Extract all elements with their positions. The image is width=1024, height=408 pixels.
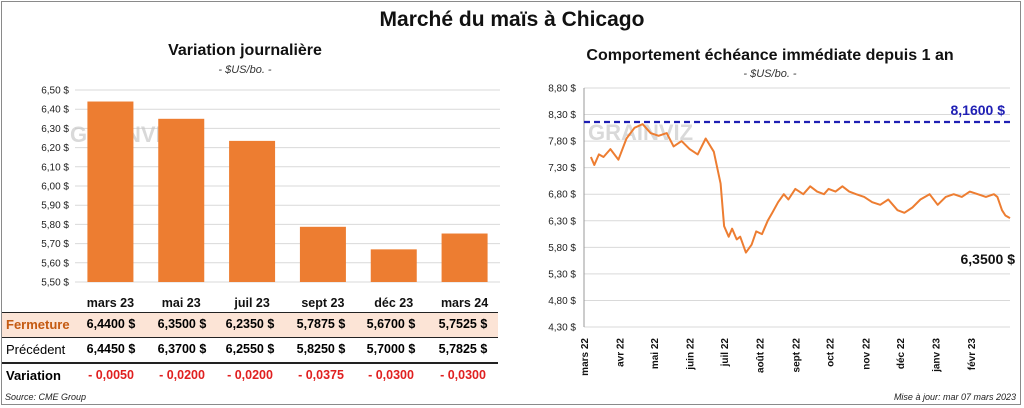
table-cell: 6,3700 $	[157, 342, 207, 356]
y-tick-label: 5,30 $	[548, 269, 576, 280]
table-cell: 5,7000 $	[366, 342, 416, 356]
table-row-label: Fermeture	[6, 317, 70, 332]
table-cell: 6,2350 $	[225, 317, 275, 331]
table-cell: 5,6700 $	[366, 317, 416, 331]
table-cell: - 0,0200	[159, 368, 205, 382]
table-row-precedent: Précédent 6,4450 $ 6,3700 $ 6,2550 $ 5,8250 …	[2, 338, 498, 364]
table-cell: 5,7875 $	[296, 317, 346, 331]
x-tick-label: oct 22	[826, 338, 837, 367]
x-tick-label: juil 23	[233, 296, 269, 310]
y-tick-label: 6,40 $	[41, 105, 69, 116]
y-tick-label: 5,90 $	[41, 201, 69, 212]
y-tick-label: 5,60 $	[41, 258, 69, 269]
y-tick-label: 5,50 $	[41, 278, 69, 289]
x-tick-label: mars 23	[87, 296, 134, 310]
update-note: Mise à jour: mar 07 mars 2023	[893, 392, 1016, 402]
table-cell: 5,8250 $	[296, 342, 346, 356]
y-tick-label: 6,10 $	[41, 162, 69, 173]
y-tick-label: 8,30 $	[548, 110, 576, 121]
x-tick-label: juin 22	[686, 338, 697, 371]
table-cell: 5,7825 $	[438, 342, 488, 356]
table-cell: - 0,0200	[227, 368, 273, 382]
y-tick-label: 6,20 $	[41, 143, 69, 154]
x-tick-label: déc 22	[896, 338, 907, 370]
x-tick-label: janv 23	[931, 338, 942, 373]
x-tick-label: avr 22	[616, 338, 627, 367]
x-tick-label: mai 22	[650, 338, 661, 370]
y-tick-label: 6,30 $	[548, 216, 576, 227]
table-row-fermeture: Fermeture 6,4400 $ 6,3500 $ 6,2350 $ 5,7875 …	[2, 312, 498, 338]
table-cell: - 0,0050	[88, 368, 134, 382]
y-tick-label: 5,80 $	[548, 243, 576, 254]
bar	[158, 118, 205, 282]
bar	[370, 249, 417, 282]
y-tick-label: 6,50 $	[41, 86, 69, 97]
x-tick-label: août 22	[756, 338, 767, 373]
main-title: Marché du maïs à Chicago	[379, 8, 645, 31]
table-cell: 6,4400 $	[86, 317, 136, 331]
y-tick-label: 7,80 $	[548, 137, 576, 148]
x-tick-label: nov 22	[861, 338, 872, 370]
x-tick-label: sept 22	[791, 338, 802, 373]
y-tick-label: 7,30 $	[548, 163, 576, 174]
y-tick-label: 4,80 $	[548, 296, 576, 307]
line-chart: 4,30 $ 4,80 $ 5,30 $ 5,80 $ 6,30 $ 6,80 $ 7,30…	[548, 84, 1016, 376]
price-line	[589, 123, 1011, 254]
x-tick-label: juil 22	[720, 338, 731, 368]
y-tick-label: 6,30 $	[41, 124, 69, 135]
table-row-variation: Variation - 0,0050 - 0,0200 - 0,0200 - 0,037…	[2, 364, 498, 388]
line-chart-unit: - $US/bo. -	[743, 68, 797, 80]
bar	[441, 233, 488, 282]
y-tick-label: 5,80 $	[41, 220, 69, 231]
y-tick-label: 4,30 $	[548, 323, 576, 334]
x-tick-label: sept 23	[301, 296, 344, 310]
y-tick-label: 6,00 $	[41, 182, 69, 193]
x-tick-label: déc 23	[374, 296, 413, 310]
x-tick-label: mars 24	[441, 296, 488, 310]
last-price-label: 6,3500 $	[961, 251, 1016, 267]
x-tick-label: févr 23	[967, 338, 978, 371]
bar	[299, 226, 346, 282]
table-cell: - 0,0300	[368, 368, 414, 382]
source-note: Source: CME Group	[5, 392, 87, 402]
y-tick-label: 8,80 $	[548, 84, 576, 95]
bar-chart-title: Variation journalière	[168, 42, 322, 59]
watermark: GRAINVIZ	[588, 120, 693, 145]
table-cell: - 0,0375	[298, 368, 344, 382]
bar	[87, 101, 134, 283]
table-cell: 6,2550 $	[225, 342, 275, 356]
x-tick-label: mai 23	[162, 296, 201, 310]
line-chart-title: Comportement échéance immédiate depuis 1…	[586, 47, 954, 64]
table-cell: - 0,0300	[440, 368, 486, 382]
reference-label: 8,1600 $	[951, 102, 1006, 118]
bar-chart-unit: - $US/bo. -	[218, 64, 272, 76]
bar	[229, 140, 276, 282]
x-tick-label: mars 22	[580, 338, 591, 376]
bar-chart: 5,50 $ 5,60 $ 5,70 $ 5,80 $ 5,90 $ 6,00 $ 6,10…	[41, 86, 500, 310]
table-cell: 6,3500 $	[157, 317, 207, 331]
y-tick-label: 5,70 $	[41, 239, 69, 250]
table-row-label: Précédent	[6, 342, 66, 357]
table-cell: 5,7525 $	[438, 317, 488, 331]
y-tick-label: 6,80 $	[548, 190, 576, 201]
table-cell: 6,4450 $	[86, 342, 136, 356]
table-row-label: Variation	[6, 368, 61, 383]
